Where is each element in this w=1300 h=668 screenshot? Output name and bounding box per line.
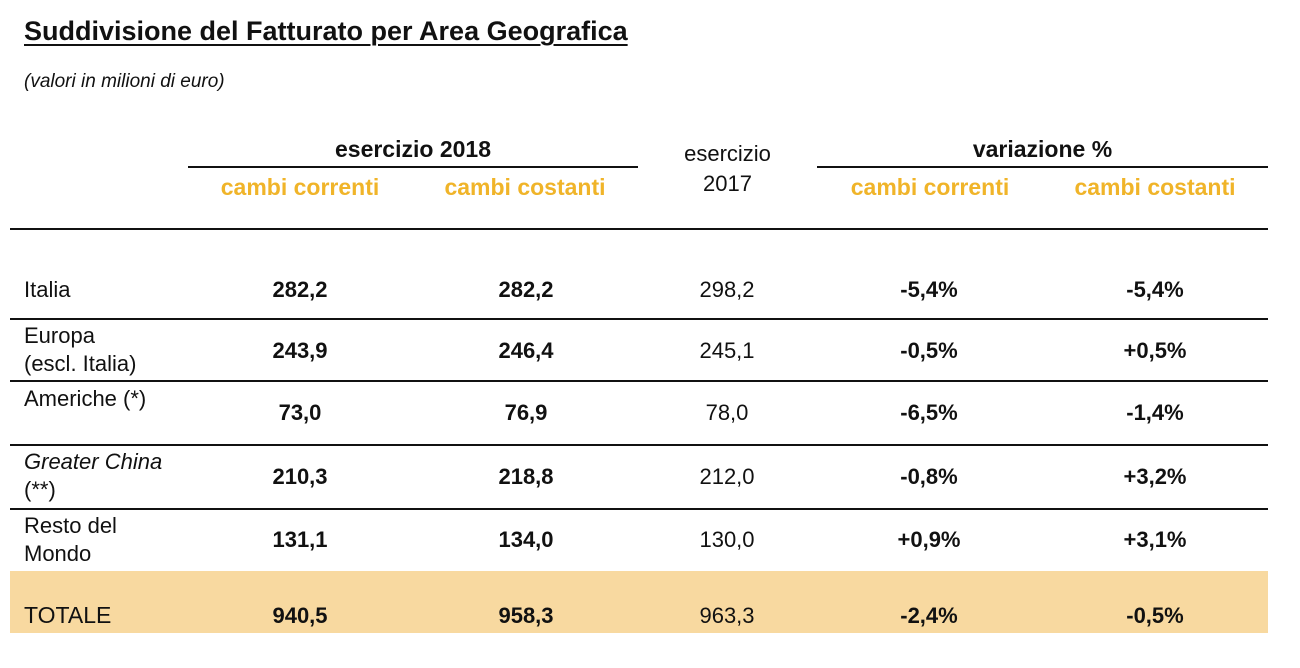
header-2018-cambi-costanti: cambi costanti xyxy=(444,174,606,200)
row-americhe-var-costanti: -1,4% xyxy=(1126,400,1184,425)
header-underline-variazione xyxy=(817,166,1268,168)
header-var-cambi-costanti: cambi costanti xyxy=(1074,174,1236,200)
row-greater-china-2018-correnti: 210,3 xyxy=(272,464,328,489)
row-greater-china-var-correnti: -0,8% xyxy=(900,464,958,489)
row-americhe-2018-costanti: 76,9 xyxy=(504,400,548,425)
row-europa-var-costanti: +0,5% xyxy=(1123,338,1187,363)
row-greater-china-label-line2: (**) xyxy=(24,477,56,502)
row-italia-2018-correnti: 282,2 xyxy=(272,277,328,302)
total-2017: 963,3 xyxy=(699,603,755,628)
row-resto-mondo-var-costanti: +3,1% xyxy=(1123,527,1187,552)
row-divider xyxy=(10,318,1268,320)
row-italia-var-costanti: -5,4% xyxy=(1126,277,1184,302)
header-var-cambi-correnti: cambi correnti xyxy=(850,174,1010,200)
header-bottom-rule xyxy=(10,228,1268,230)
row-resto-mondo-label-line2: Mondo xyxy=(24,541,92,566)
header-esercizio-2018: esercizio 2018 xyxy=(334,136,491,162)
row-americhe-var-correnti: -6,5% xyxy=(900,400,958,425)
row-europa-2018-correnti: 243,9 xyxy=(272,338,328,363)
page-subtitle: (valori in milioni di euro) xyxy=(24,71,225,92)
row-divider xyxy=(10,380,1268,382)
row-europa-label-line2: (escl. Italia) xyxy=(24,351,137,376)
row-resto-mondo-2018-correnti: 131,1 xyxy=(272,527,328,552)
total-2018-correnti: 940,5 xyxy=(272,603,328,628)
header-esercizio-2017-line1: esercizio xyxy=(684,141,771,166)
row-greater-china-2017: 212,0 xyxy=(699,464,755,489)
row-greater-china-2018-costanti: 218,8 xyxy=(498,464,554,489)
row-europa-2018-costanti: 246,4 xyxy=(498,338,554,363)
header-2018-cambi-correnti: cambi correnti xyxy=(220,174,380,200)
row-americhe-2018-correnti: 73,0 xyxy=(278,400,322,425)
total-var-correnti: -2,4% xyxy=(900,603,958,628)
row-europa-var-correnti: -0,5% xyxy=(900,338,958,363)
row-italia-var-correnti: -5,4% xyxy=(900,277,958,302)
row-greater-china-label-line1: Greater China xyxy=(24,449,163,474)
row-divider xyxy=(10,508,1268,510)
header-underline-2018 xyxy=(188,166,638,168)
row-resto-mondo-var-correnti: +0,9% xyxy=(897,527,961,552)
total-var-costanti: -0,5% xyxy=(1126,603,1184,628)
row-italia-2018-costanti: 282,2 xyxy=(498,277,554,302)
row-americhe-label: Americhe (*) xyxy=(24,386,147,411)
row-divider xyxy=(10,444,1268,446)
row-americhe-2017: 78,0 xyxy=(705,400,749,425)
row-europa-label-line1: Europa xyxy=(24,323,95,348)
row-resto-mondo-2018-costanti: 134,0 xyxy=(498,527,554,552)
row-italia-2017: 298,2 xyxy=(699,277,755,302)
page-title: Suddivisione del Fatturato per Area Geog… xyxy=(24,16,628,46)
row-resto-mondo-label-line1: Resto del xyxy=(24,513,117,538)
header-variazione: variazione % xyxy=(972,136,1113,162)
row-italia-label: Italia xyxy=(24,277,71,302)
row-europa-2017: 245,1 xyxy=(699,338,755,363)
header-esercizio-2017-line2: 2017 xyxy=(703,171,752,196)
row-resto-mondo-2017: 130,0 xyxy=(699,527,755,552)
total-label: TOTALE xyxy=(24,602,112,628)
total-row-background xyxy=(10,571,1268,633)
total-2018-costanti: 958,3 xyxy=(498,603,554,628)
row-greater-china-var-costanti: +3,2% xyxy=(1123,464,1187,489)
